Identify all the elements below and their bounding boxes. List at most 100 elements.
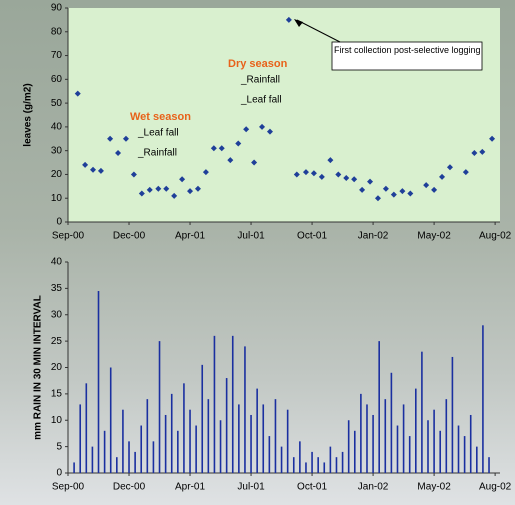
bar: [281, 447, 283, 473]
bar: [299, 441, 301, 473]
y-tick-label: 30: [51, 309, 63, 320]
x-tick-label: Aug-02: [479, 482, 512, 493]
bar: [104, 431, 106, 473]
bar: [86, 383, 88, 473]
y-tick-label: 10: [51, 193, 63, 204]
bar: [293, 457, 295, 473]
bar: [372, 415, 374, 473]
bar: [201, 365, 203, 473]
bar: [147, 399, 149, 473]
y-tick-label: 5: [56, 441, 62, 452]
bar: [446, 399, 448, 473]
bar: [195, 426, 197, 473]
bar: [92, 447, 94, 473]
y-tick-label: 90: [51, 3, 63, 14]
annotation: Wet season: [130, 111, 191, 123]
annotation: _Rainfall: [240, 75, 280, 86]
x-tick-label: Apr-01: [175, 482, 205, 493]
bar: [183, 383, 185, 473]
bar: [140, 426, 142, 473]
y-axis-label: leaves (g/m2): [23, 83, 34, 146]
bar: [360, 394, 362, 473]
bar: [427, 420, 429, 473]
x-tick-label: Sep-00: [52, 482, 85, 493]
bar: [342, 452, 344, 473]
y-tick-label: 20: [51, 362, 63, 373]
y-tick-label: 70: [51, 50, 63, 61]
bar: [208, 399, 210, 473]
bar: [458, 426, 460, 473]
annotation: First collection post-selective logging: [334, 42, 482, 56]
x-tick-label: Aug-02: [479, 231, 512, 242]
y-tick-label: 0: [56, 468, 62, 479]
bar: [153, 441, 155, 473]
bar: [159, 341, 161, 473]
bar: [464, 436, 466, 473]
annotation-wrap: First collection post-selective logging: [334, 42, 482, 70]
y-tick-label: 40: [51, 257, 63, 268]
bar: [275, 399, 277, 473]
bar: [488, 457, 490, 473]
y-tick-label: 10: [51, 415, 63, 426]
bar: [256, 389, 258, 473]
bar: [165, 415, 167, 473]
bar: [189, 410, 191, 473]
bar: [452, 357, 454, 473]
bar: [391, 373, 393, 473]
y-tick-label: 50: [51, 98, 63, 109]
x-tick-label: Jan-02: [358, 482, 389, 493]
x-tick-label: May-02: [417, 482, 451, 493]
bar: [421, 352, 423, 473]
bar: [110, 368, 112, 474]
bar: [116, 457, 118, 473]
y-tick-label: 0: [56, 217, 62, 228]
x-tick-label: Dec-00: [113, 482, 146, 493]
bar: [311, 452, 313, 473]
x-tick-label: May-02: [417, 231, 451, 242]
bar: [171, 394, 173, 473]
y-tick-label: 35: [51, 283, 63, 294]
annotation: Dry season: [228, 58, 288, 70]
bar: [250, 415, 252, 473]
bar: [98, 291, 100, 473]
y-tick-label: 30: [51, 145, 63, 156]
page: {"chart_data": [ {"type": "scatter", "y_…: [0, 0, 515, 505]
bar: [354, 431, 356, 473]
bar: [415, 389, 417, 473]
bar: [470, 415, 472, 473]
y-tick-label: 25: [51, 336, 63, 347]
bar: [476, 447, 478, 473]
y-axis-label: mm RAIN IN 30 MIN INTERVAL: [33, 295, 44, 440]
bar: [177, 431, 179, 473]
bar: [134, 452, 136, 473]
bar: [287, 410, 289, 473]
bar: [262, 404, 264, 473]
x-tick-label: Jul-01: [237, 231, 265, 242]
x-tick-label: Oct-01: [297, 231, 327, 242]
x-tick-label: Jan-02: [358, 231, 389, 242]
bar: [305, 462, 307, 473]
bar: [366, 404, 368, 473]
bar: [244, 346, 246, 473]
bar: [384, 399, 386, 473]
bar: [482, 325, 484, 473]
bar: [403, 404, 405, 473]
y-tick-label: 15: [51, 389, 63, 400]
bar: [348, 420, 350, 473]
bar: [79, 404, 81, 473]
bar: [220, 420, 222, 473]
bar: [378, 341, 380, 473]
x-tick-label: Jul-01: [237, 482, 265, 493]
bar: [226, 378, 228, 473]
bar: [128, 441, 130, 473]
bar: [409, 436, 411, 473]
bar: [73, 462, 75, 473]
bar: [330, 447, 332, 473]
annotation: _Rainfall: [137, 148, 177, 159]
bar: [122, 410, 124, 473]
bar: [433, 410, 435, 473]
y-tick-label: 20: [51, 169, 63, 180]
chart: 0102030405060708090Sep-00Dec-00Apr-01Jul…: [0, 0, 515, 505]
y-tick-label: 80: [51, 26, 63, 37]
annotation: _Leaf fall: [240, 95, 282, 106]
